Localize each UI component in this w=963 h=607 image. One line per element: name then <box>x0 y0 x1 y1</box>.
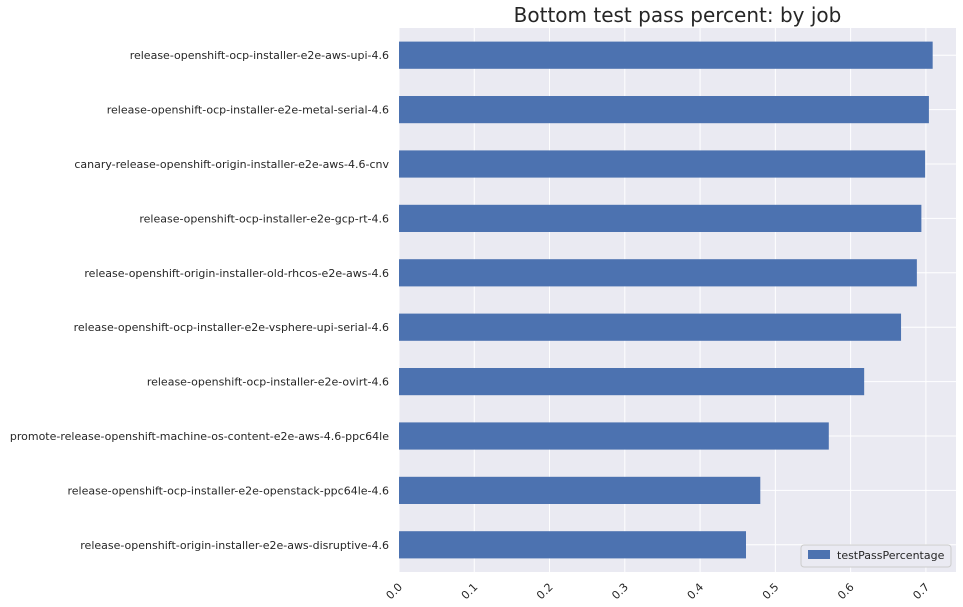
x-tick-label: 0.6 <box>835 581 857 603</box>
bar <box>399 204 922 232</box>
y-tick-label: release-openshift-ocp-installer-e2e-meta… <box>107 104 389 117</box>
legend-label: testPassPercentage <box>837 549 945 562</box>
bar <box>399 150 926 178</box>
x-tick-label: 0.2 <box>534 581 556 603</box>
legend-box <box>800 544 952 568</box>
y-tick-label: release-openshift-ocp-installer-e2e-aws-… <box>130 49 389 62</box>
bar <box>399 531 746 559</box>
bar <box>399 41 933 69</box>
y-tick-label: canary-release-openshift-origin-installe… <box>74 158 389 171</box>
y-tick-label: release-openshift-origin-installer-e2e-a… <box>80 539 389 552</box>
x-tick-label: 0.7 <box>910 581 932 603</box>
x-tick-label: 0.4 <box>685 581 707 603</box>
bar <box>399 476 761 504</box>
y-tick-label: release-openshift-ocp-installer-e2e-gcp-… <box>139 212 389 225</box>
x-tick-label: 0.3 <box>609 581 631 603</box>
x-tick-label: 0.5 <box>760 581 782 603</box>
y-tick-labels: release-openshift-ocp-installer-e2e-aws-… <box>10 49 390 552</box>
x-tick-label: 0.1 <box>459 581 481 603</box>
bar <box>399 422 829 450</box>
y-tick-label: release-openshift-ocp-installer-e2e-vsph… <box>74 321 389 334</box>
bar <box>399 313 902 341</box>
x-tick-label: 0.0 <box>384 581 406 603</box>
legend-swatch <box>808 550 830 559</box>
y-tick-label: promote-release-openshift-machine-os-con… <box>10 430 389 443</box>
bar <box>399 96 929 124</box>
x-tick-labels: 0.0 0.1 0.2 0.3 0.4 0.5 0.6 0.7 <box>384 581 932 603</box>
bars <box>399 41 933 559</box>
y-tick-label: release-openshift-ocp-installer-e2e-ovir… <box>147 376 389 389</box>
bar <box>399 259 917 287</box>
y-tick-label: release-openshift-ocp-installer-e2e-open… <box>68 484 390 497</box>
bar <box>399 368 865 396</box>
legend: testPassPercentage <box>800 544 952 568</box>
y-tick-label: release-openshift-origin-installer-old-r… <box>84 267 389 280</box>
chart-title: Bottom test pass percent: by job <box>514 3 842 27</box>
